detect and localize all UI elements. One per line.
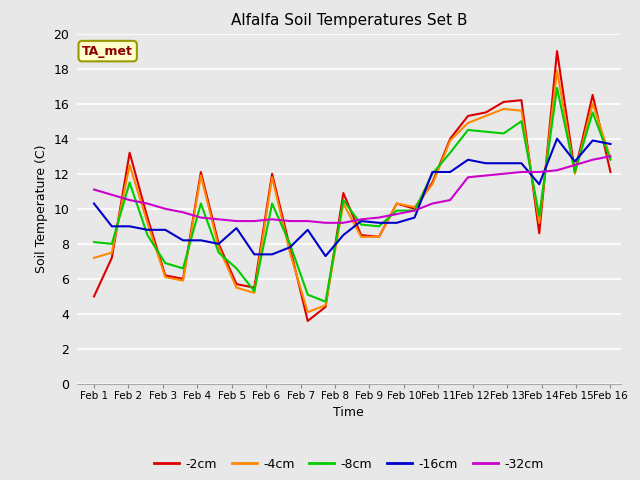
X-axis label: Time: Time: [333, 407, 364, 420]
Title: Alfalfa Soil Temperatures Set B: Alfalfa Soil Temperatures Set B: [230, 13, 467, 28]
Text: TA_met: TA_met: [82, 45, 133, 58]
Y-axis label: Soil Temperature (C): Soil Temperature (C): [35, 144, 48, 273]
Legend: -2cm, -4cm, -8cm, -16cm, -32cm: -2cm, -4cm, -8cm, -16cm, -32cm: [149, 453, 548, 476]
